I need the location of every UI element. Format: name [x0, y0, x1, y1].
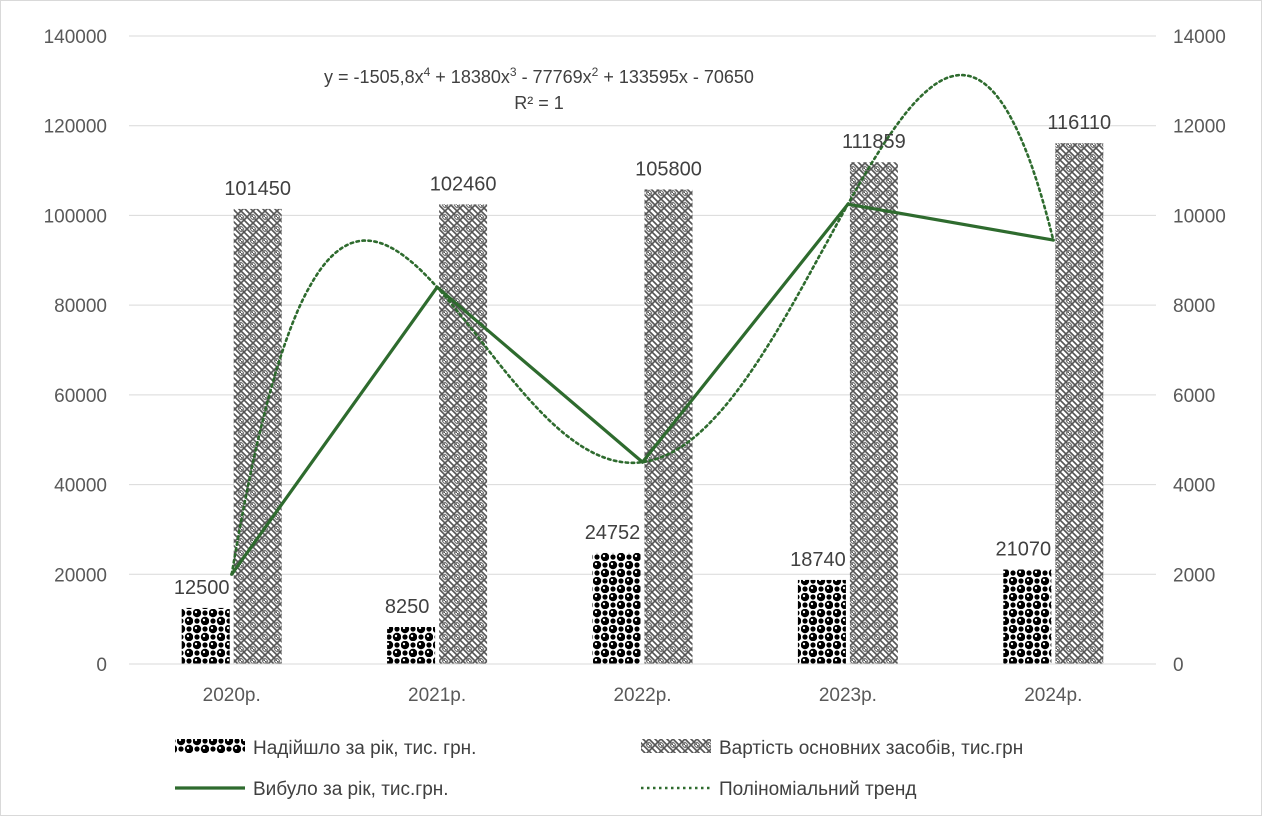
x-tick-label: 2020р. — [203, 685, 261, 706]
y-left-tick-label: 60000 — [54, 386, 107, 407]
legend: Надійшло за рік, тис. грн. Вартість основ… — [175, 738, 1023, 800]
line-point — [640, 460, 645, 464]
bar-received — [797, 579, 846, 664]
trend-line — [230, 73, 1055, 576]
r-squared: R² = 1 — [514, 93, 564, 113]
line-retired — [230, 202, 1054, 576]
bar-received — [592, 552, 641, 664]
legend-swatch — [175, 739, 245, 753]
y-right-tick-label: 14000 — [1173, 27, 1226, 48]
bar-received — [181, 607, 230, 664]
data-label: 111859 — [842, 131, 906, 153]
x-tick-label: 2023р. — [819, 685, 877, 706]
data-label: 21070 — [995, 538, 1051, 560]
legend-label: Вартість основних засобів, тис.грн — [719, 738, 1023, 759]
y-left-tick-label: 140000 — [44, 27, 107, 48]
legend-label: Поліноміальний тренд — [719, 779, 916, 800]
y-left-tick-label: 100000 — [44, 206, 107, 227]
line-point — [435, 285, 439, 289]
data-label: 8250 — [385, 596, 430, 618]
y-right-tick-label: 2000 — [1173, 565, 1215, 586]
legend-label: Надійшло за рік, тис. грн. — [253, 738, 476, 759]
x-tick-label: 2021р. — [408, 685, 466, 706]
lines — [230, 73, 1055, 576]
bar-received — [387, 626, 436, 664]
y-left-tick-label: 0 — [96, 655, 107, 676]
data-labels: 12500 8250 24752 18740 21070 101450 102460 1058… — [174, 112, 1111, 618]
bar-fixed-assets — [849, 162, 898, 664]
bar-fixed-assets — [439, 204, 488, 664]
data-label: 116110 — [1047, 112, 1111, 134]
y-right-tick-label: 10000 — [1173, 206, 1226, 227]
axes: 0 20000 40000 60000 80000 100000 120000 140000 0… — [44, 27, 1226, 706]
line-point — [1051, 238, 1055, 242]
data-label: 24752 — [585, 522, 641, 544]
bar-fixed-assets — [644, 189, 693, 664]
bar-fixed-assets — [1055, 143, 1104, 665]
y-right-tick-label: 4000 — [1173, 476, 1215, 497]
data-label: 105800 — [635, 158, 702, 180]
legend-swatch — [641, 739, 711, 753]
bars — [181, 143, 1104, 665]
line-point — [230, 572, 234, 576]
data-label: 18740 — [790, 549, 846, 571]
line-point — [846, 202, 850, 206]
y-left-tick-label: 120000 — [44, 117, 107, 138]
y-left-tick-label: 40000 — [54, 476, 107, 497]
bar-received — [1003, 569, 1052, 664]
x-tick-label: 2024р. — [1024, 685, 1082, 706]
y-right-tick-label: 6000 — [1173, 386, 1215, 407]
y-right-tick-label: 8000 — [1173, 296, 1215, 317]
x-tick-label: 2022р. — [613, 685, 671, 706]
data-label: 102460 — [430, 173, 497, 195]
data-label: 101450 — [224, 178, 291, 200]
legend-label: Вибуло за рік, тис.грн. — [253, 779, 449, 800]
y-left-tick-label: 20000 — [54, 565, 107, 586]
y-right-tick-label: 0 — [1173, 655, 1184, 676]
trend-equation: y = -1505,8x4 + 18380x3 - 77769x2 + 1335… — [324, 65, 754, 87]
y-right-tick-label: 12000 — [1173, 117, 1226, 138]
data-label: 12500 — [174, 577, 230, 599]
y-left-tick-label: 80000 — [54, 296, 107, 317]
